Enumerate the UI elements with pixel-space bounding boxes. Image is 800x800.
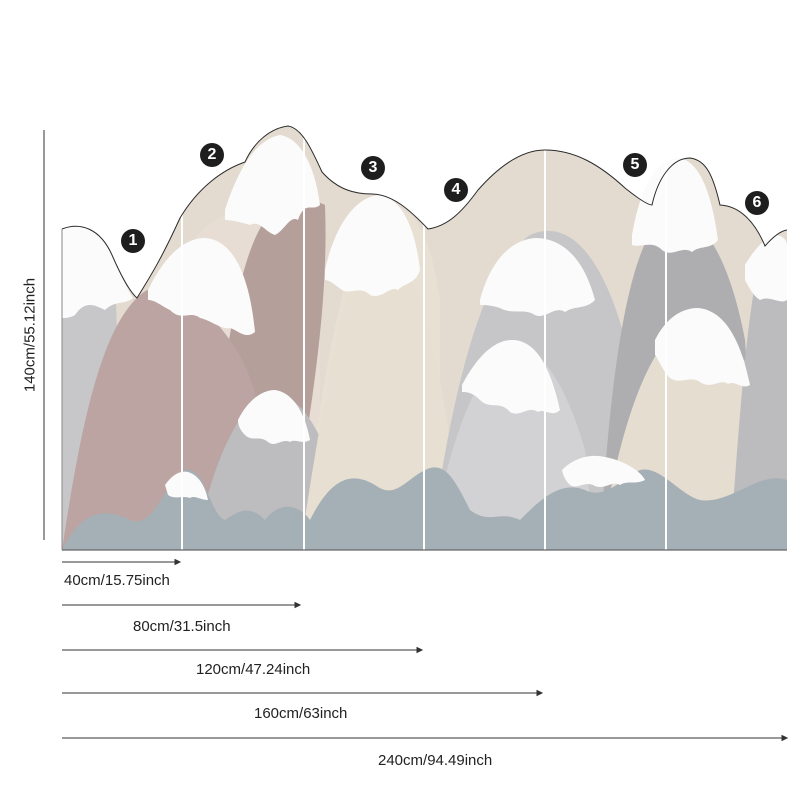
- panel-number-badge: 3: [361, 156, 385, 180]
- width-dimension-label: 160cm/63inch: [254, 705, 348, 722]
- width-dimension-label: 80cm/31.5inch: [133, 618, 231, 635]
- width-dimension-label: 40cm/15.75inch: [64, 572, 170, 589]
- width-dimension-label: 240cm/94.49inch: [378, 752, 493, 769]
- panel-number-badge: 5: [623, 153, 647, 177]
- height-dimension-label: 140cm/55.12inch: [21, 277, 39, 393]
- panel-number-badge: 2: [200, 143, 224, 167]
- panel-number-badge: 6: [745, 191, 769, 215]
- width-dimension-label: 120cm/47.24inch: [196, 661, 311, 678]
- panel-number-badge: 4: [444, 178, 468, 202]
- panel-number-badge: 1: [121, 229, 145, 253]
